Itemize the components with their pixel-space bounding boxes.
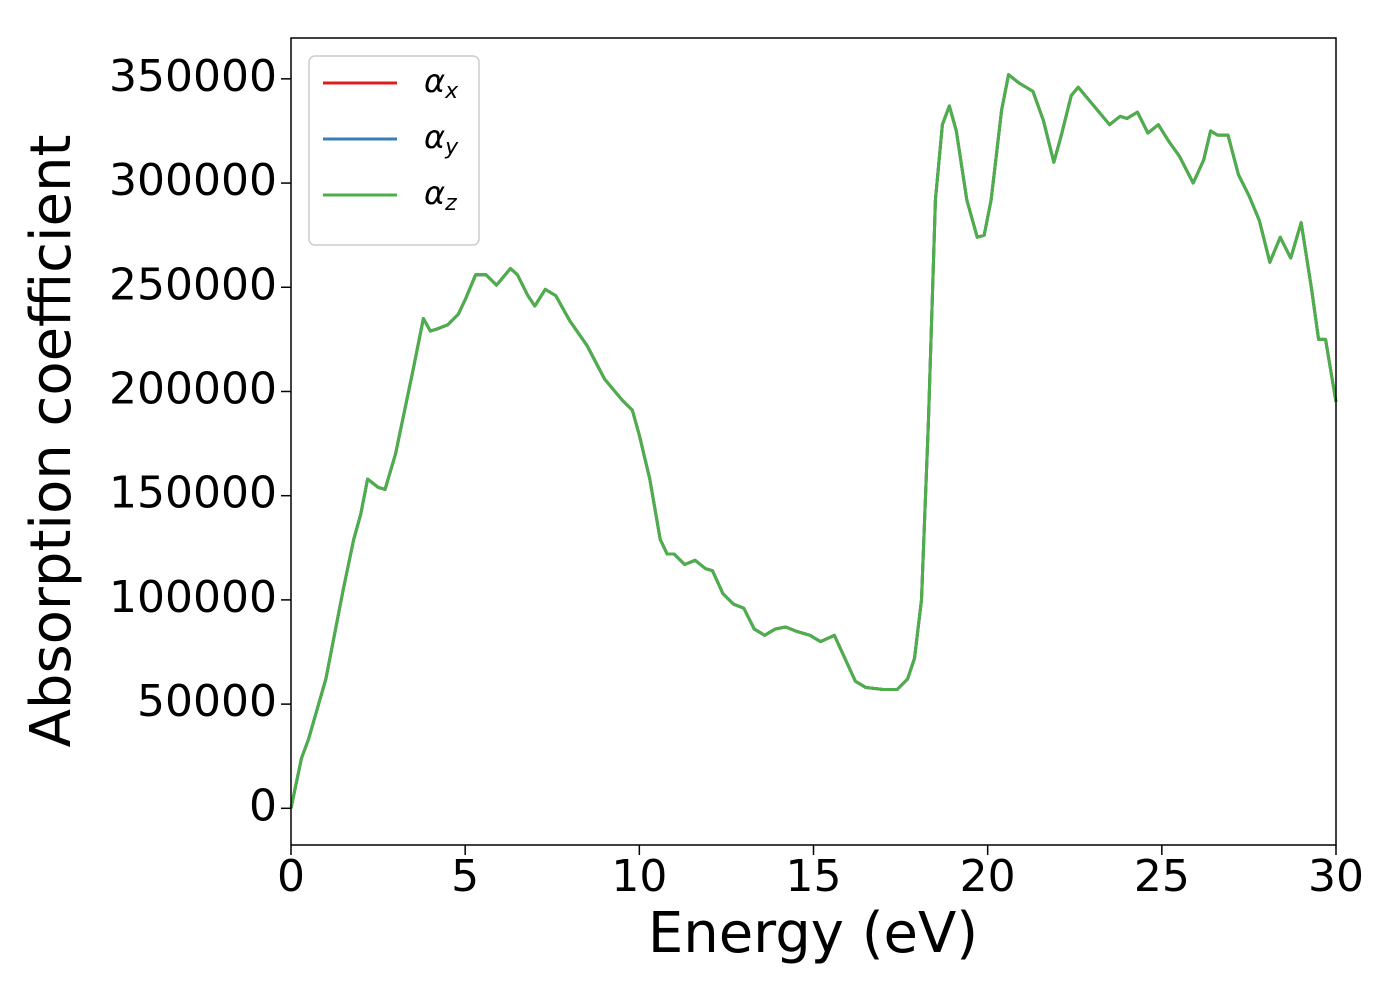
x-tick-label: 5 bbox=[451, 851, 479, 902]
y-tick-label: 150000 bbox=[109, 468, 277, 519]
y-tick-label: 50000 bbox=[137, 676, 277, 727]
x-tick-label: 15 bbox=[786, 851, 842, 902]
x-tick-label: 20 bbox=[960, 851, 1016, 902]
legend-label: αy bbox=[424, 118, 459, 160]
legend-label: αz bbox=[424, 174, 457, 216]
y-tick-label: 200000 bbox=[109, 363, 277, 414]
x-tick-label: 0 bbox=[277, 851, 305, 902]
x-tick-label: 25 bbox=[1134, 851, 1190, 902]
y-tick-label: 350000 bbox=[109, 51, 277, 102]
y-tick-label: 300000 bbox=[109, 155, 277, 206]
plot-frame bbox=[290, 37, 1337, 846]
legend-label: αx bbox=[424, 62, 459, 104]
y-axis-label: Absorption coefficient bbox=[19, 135, 84, 748]
x-axis-label: Energy (eV) bbox=[648, 901, 978, 966]
y-tick-label: 250000 bbox=[109, 259, 277, 310]
legend-box bbox=[308, 55, 480, 246]
x-tick-label: 30 bbox=[1308, 851, 1364, 902]
y-tick-label: 0 bbox=[249, 780, 277, 831]
data-line bbox=[289, 73, 1338, 809]
y-tick-label: 100000 bbox=[109, 572, 277, 623]
x-tick-label: 10 bbox=[611, 851, 667, 902]
